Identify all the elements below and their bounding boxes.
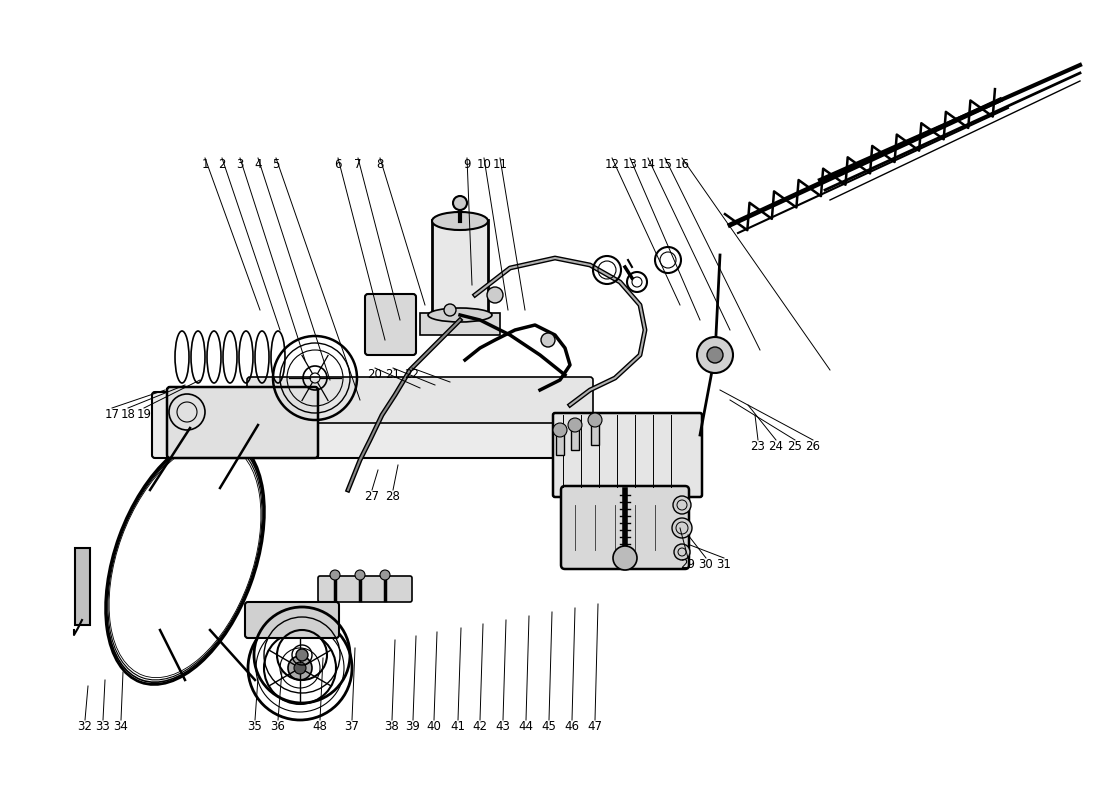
Text: 10: 10	[476, 158, 492, 171]
Text: 20: 20	[367, 368, 383, 381]
Text: 34: 34	[113, 720, 129, 733]
FancyBboxPatch shape	[245, 602, 339, 638]
Text: 15: 15	[658, 158, 672, 171]
Circle shape	[707, 347, 723, 363]
Bar	[556, 430, 564, 455]
Circle shape	[672, 518, 692, 538]
Text: 29: 29	[681, 558, 695, 571]
Text: 14: 14	[640, 158, 656, 171]
Text: 28: 28	[386, 490, 400, 503]
Text: 43: 43	[496, 720, 510, 733]
Bar	[420, 313, 500, 335]
Circle shape	[296, 649, 308, 661]
Text: 8: 8	[376, 158, 384, 171]
Text: 24: 24	[769, 440, 783, 453]
FancyBboxPatch shape	[167, 387, 318, 458]
Circle shape	[487, 287, 503, 303]
FancyBboxPatch shape	[318, 576, 412, 602]
Text: 12: 12	[605, 158, 619, 171]
Text: 33: 33	[96, 720, 110, 733]
Text: 2: 2	[218, 158, 226, 171]
Text: 46: 46	[564, 720, 580, 733]
Text: 42: 42	[473, 720, 487, 733]
Text: 30: 30	[698, 558, 714, 571]
Text: 36: 36	[271, 720, 285, 733]
Text: 25: 25	[788, 440, 802, 453]
Text: 41: 41	[451, 720, 465, 733]
Text: 1: 1	[201, 158, 209, 171]
Circle shape	[613, 546, 637, 570]
Circle shape	[330, 570, 340, 580]
Text: 48: 48	[312, 720, 328, 733]
Circle shape	[568, 418, 582, 432]
FancyBboxPatch shape	[365, 294, 416, 355]
Circle shape	[355, 570, 365, 580]
Text: 44: 44	[518, 720, 534, 733]
Text: 21: 21	[385, 368, 400, 381]
Text: 23: 23	[750, 440, 766, 453]
Text: 11: 11	[493, 158, 507, 171]
Circle shape	[294, 662, 306, 674]
Circle shape	[674, 544, 690, 560]
Text: 39: 39	[406, 720, 420, 733]
Text: 32: 32	[78, 720, 92, 733]
Text: 9: 9	[463, 158, 471, 171]
Ellipse shape	[428, 308, 492, 322]
Text: 35: 35	[248, 720, 263, 733]
Text: 13: 13	[623, 158, 637, 171]
Text: 47: 47	[587, 720, 603, 733]
Circle shape	[697, 337, 733, 373]
Circle shape	[553, 423, 566, 437]
Text: 38: 38	[385, 720, 399, 733]
Polygon shape	[75, 548, 90, 625]
Text: 3: 3	[236, 158, 244, 171]
Circle shape	[588, 413, 602, 427]
Bar	[571, 425, 579, 450]
Text: 22: 22	[405, 368, 419, 381]
FancyBboxPatch shape	[561, 486, 689, 569]
Text: 7: 7	[354, 158, 362, 171]
Circle shape	[288, 656, 312, 680]
Text: 31: 31	[716, 558, 732, 571]
Text: 37: 37	[344, 720, 360, 733]
Circle shape	[541, 333, 556, 347]
Text: 26: 26	[805, 440, 821, 453]
Circle shape	[444, 304, 456, 316]
Text: 18: 18	[121, 408, 135, 421]
Text: 40: 40	[427, 720, 441, 733]
Text: 5: 5	[273, 158, 279, 171]
Bar	[591, 420, 600, 445]
FancyBboxPatch shape	[553, 413, 702, 497]
Bar	[432, 220, 488, 315]
Ellipse shape	[432, 212, 488, 230]
FancyBboxPatch shape	[152, 392, 558, 458]
Text: 17: 17	[104, 408, 120, 421]
Circle shape	[453, 196, 468, 210]
Text: 19: 19	[136, 408, 152, 421]
Circle shape	[379, 570, 390, 580]
Text: 4: 4	[254, 158, 262, 171]
FancyBboxPatch shape	[248, 377, 593, 423]
Text: 27: 27	[364, 490, 380, 503]
Text: 45: 45	[541, 720, 557, 733]
Text: 6: 6	[334, 158, 342, 171]
Text: 16: 16	[674, 158, 690, 171]
Circle shape	[673, 496, 691, 514]
